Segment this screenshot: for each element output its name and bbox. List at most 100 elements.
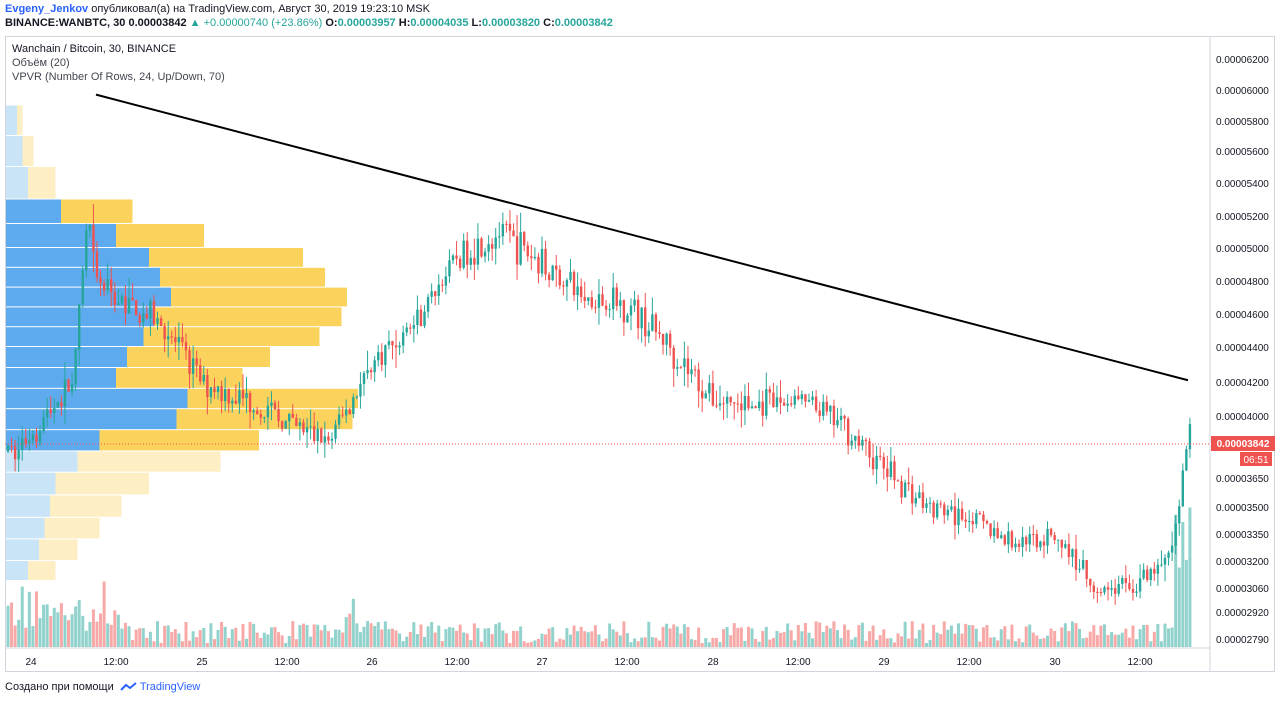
candle-body bbox=[964, 519, 967, 522]
candle-body bbox=[227, 388, 230, 404]
candle-body bbox=[950, 506, 953, 510]
candle-body bbox=[490, 244, 494, 249]
candle-body bbox=[814, 396, 818, 411]
tradingview-link[interactable]: TradingView bbox=[139, 681, 201, 693]
volume-bar bbox=[1106, 635, 1110, 647]
volume-bar bbox=[722, 629, 726, 647]
author-link[interactable]: Evgeny_Jenkov bbox=[5, 3, 89, 15]
candle-body bbox=[654, 314, 658, 333]
volume-bar bbox=[565, 628, 569, 647]
candle-body bbox=[209, 387, 213, 398]
candle-body bbox=[551, 265, 554, 281]
candle-body bbox=[394, 345, 398, 348]
price-axis[interactable]: 0.00006200 0.00006000 0.00005800 0.00005600… bbox=[1216, 55, 1269, 646]
candle-body bbox=[537, 256, 540, 274]
candle-body bbox=[1188, 424, 1192, 450]
volume-bar bbox=[704, 638, 708, 647]
candles bbox=[6, 204, 1192, 605]
vpvr-up-bar bbox=[6, 451, 78, 472]
time-tick-label: 12:00 bbox=[274, 657, 299, 668]
volume-bar bbox=[682, 624, 686, 647]
candle-body bbox=[1160, 564, 1163, 566]
volume-bar bbox=[501, 630, 505, 647]
vpvr-legend[interactable]: VPVR (Number Of Rows, 24, Up/Down, 70) bbox=[12, 71, 225, 83]
candle-body bbox=[797, 395, 800, 400]
volume-bar bbox=[593, 625, 597, 647]
volume-bar bbox=[479, 641, 483, 647]
candle-body bbox=[526, 245, 529, 257]
candle-body bbox=[1064, 544, 1067, 548]
price-tick-label: 0.00004000 bbox=[1216, 412, 1269, 423]
candle-body bbox=[1010, 531, 1014, 548]
volume-bar bbox=[789, 630, 793, 647]
volume-bar bbox=[419, 624, 423, 647]
candle-body bbox=[273, 402, 277, 410]
candle-body bbox=[252, 410, 255, 413]
candle-body bbox=[864, 439, 868, 442]
volume-legend[interactable]: Объём (20) bbox=[12, 57, 70, 69]
chart-title[interactable]: Wanchain / Bitcoin, 30, BINANCE bbox=[12, 43, 177, 55]
volume-bar bbox=[88, 621, 92, 647]
volume-bar bbox=[768, 639, 772, 647]
candle-body bbox=[345, 409, 348, 416]
volume-bar bbox=[472, 623, 476, 647]
volume-bar bbox=[398, 633, 402, 647]
volume-bar bbox=[113, 610, 117, 647]
volume-bar bbox=[74, 606, 78, 647]
volume-bar bbox=[59, 603, 63, 647]
volume-bar bbox=[657, 640, 661, 647]
volume-bar bbox=[978, 641, 982, 647]
vpvr-down-bar bbox=[55, 472, 149, 495]
candle-body bbox=[683, 358, 686, 368]
volume-bar bbox=[939, 634, 943, 647]
candle-body bbox=[448, 260, 451, 277]
volume-bar bbox=[921, 623, 925, 647]
open-label: O: bbox=[325, 17, 338, 29]
candle-body bbox=[562, 285, 565, 287]
volume-bar bbox=[319, 630, 323, 647]
volume-bar bbox=[433, 632, 437, 647]
volume-bar bbox=[412, 622, 416, 647]
volume-bar bbox=[430, 622, 434, 647]
volume-bar bbox=[305, 624, 309, 647]
volume-bar bbox=[668, 628, 672, 647]
vpvr-up-bar bbox=[6, 287, 171, 307]
vpvr-down-bar bbox=[99, 430, 259, 451]
price-tick-label: 0.00004400 bbox=[1216, 343, 1269, 354]
candle-body bbox=[238, 390, 241, 404]
volume-bar bbox=[394, 630, 398, 647]
candle-body bbox=[483, 251, 487, 257]
candle-body bbox=[195, 358, 198, 366]
candle-body bbox=[807, 400, 811, 402]
volume-bar bbox=[782, 632, 786, 647]
candle-body bbox=[10, 445, 13, 447]
volume-bar bbox=[1046, 635, 1050, 647]
candle-body bbox=[213, 387, 216, 393]
volume-bar bbox=[949, 625, 953, 647]
volume-bar bbox=[355, 623, 359, 647]
volume-bar bbox=[924, 642, 928, 647]
trendline[interactable] bbox=[95, 93, 1189, 382]
volume-bar bbox=[483, 628, 487, 647]
time-axis[interactable]: 24 12:00 25 12:00 26 12:00 27 12:00 28 12:00 29 12:… bbox=[25, 657, 1153, 668]
candle-body bbox=[704, 393, 707, 399]
volume-bar bbox=[326, 631, 330, 647]
volume-bar bbox=[1053, 630, 1057, 647]
volume-bar bbox=[216, 629, 220, 647]
chart-panel[interactable] bbox=[5, 36, 1275, 672]
candle-body bbox=[601, 294, 604, 306]
volume-bar bbox=[889, 638, 893, 647]
candle-body bbox=[711, 383, 715, 406]
volume-bar bbox=[818, 622, 822, 647]
volume-bar bbox=[1167, 628, 1171, 647]
candle-body bbox=[622, 300, 626, 323]
candle-body bbox=[846, 418, 850, 446]
candle-body bbox=[81, 270, 84, 305]
candle-body bbox=[1074, 549, 1078, 570]
volume-bar bbox=[1092, 625, 1096, 647]
vpvr-down-bar bbox=[171, 287, 347, 307]
volume-bar bbox=[294, 639, 298, 647]
candle-body bbox=[355, 396, 359, 398]
candle-body bbox=[419, 309, 423, 327]
